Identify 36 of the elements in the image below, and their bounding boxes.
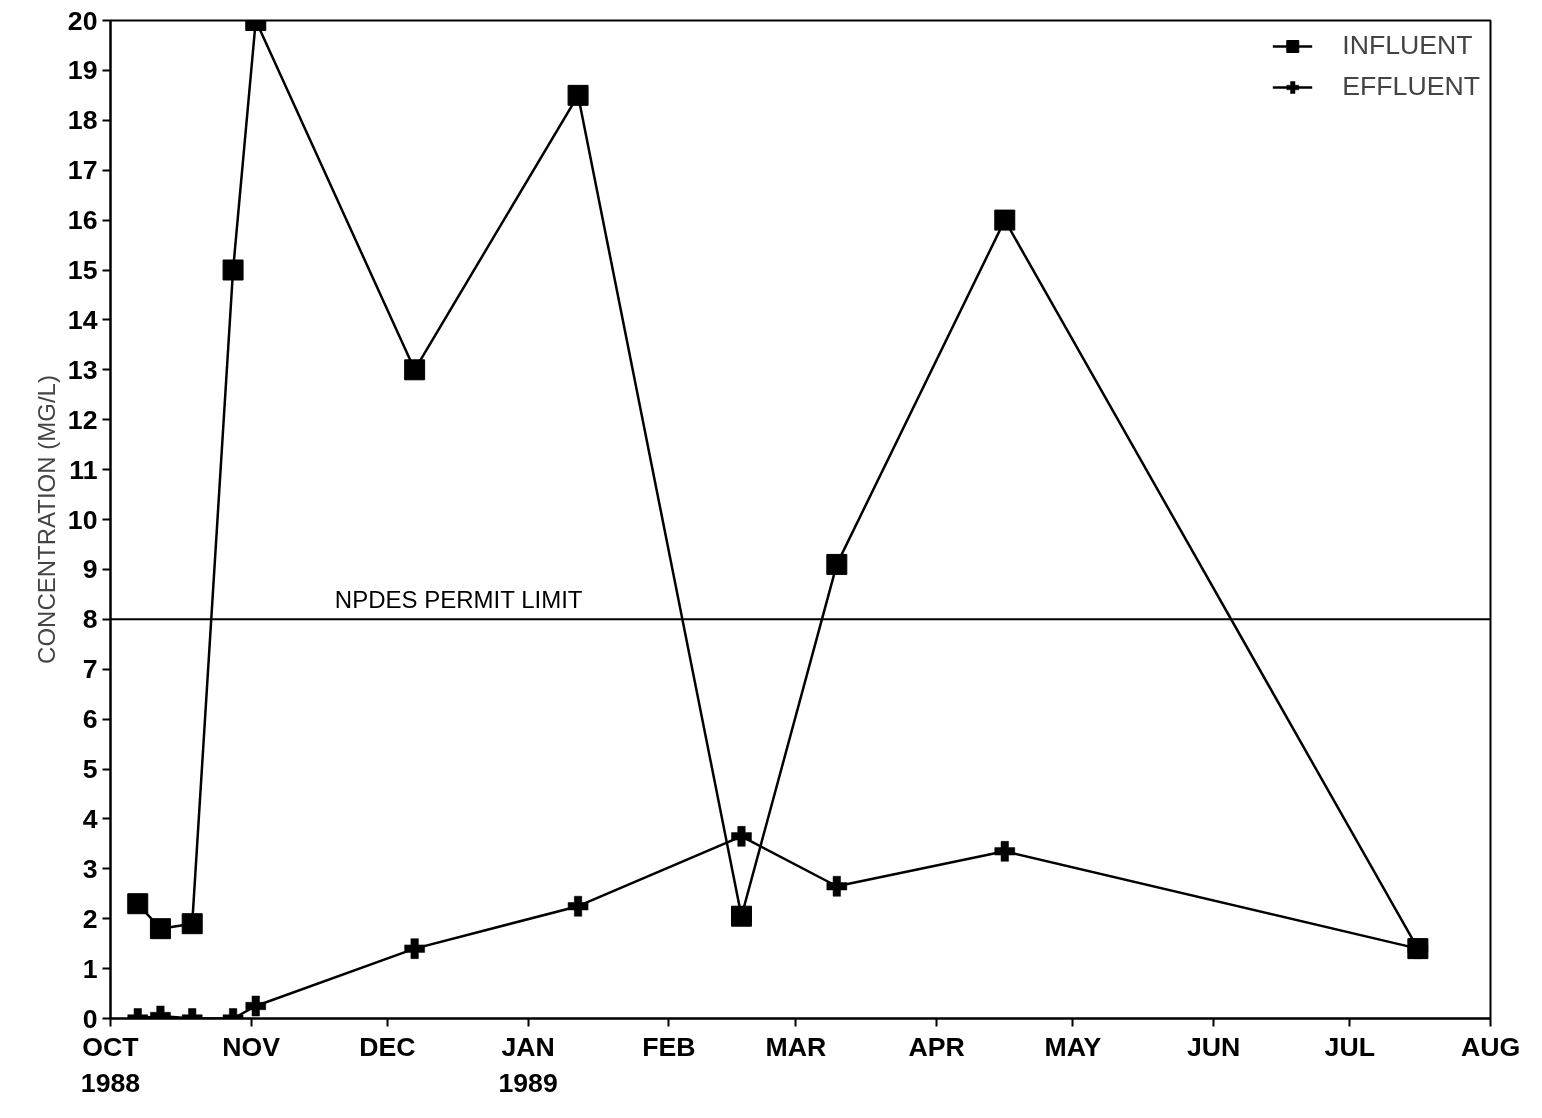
x-tick-label: JUL — [1324, 1031, 1375, 1062]
ref-line-label: NPDES PERMIT LIMIT — [334, 586, 583, 614]
y-tick-label: 13 — [67, 354, 98, 385]
y-tick-label: 19 — [67, 55, 98, 86]
y-axis-title: CONCENTRATION (MG/L) — [32, 375, 60, 664]
x-tick-label: OCT 1988 — [80, 1031, 141, 1098]
x-tick-label: DEC — [359, 1031, 416, 1062]
x-tick-label: MAR — [765, 1031, 827, 1062]
y-tick-label: 6 — [82, 704, 98, 735]
y-tick-label: 7 — [82, 654, 98, 685]
y-tick-label: 5 — [82, 754, 98, 784]
x-tick-label: APR — [908, 1031, 965, 1062]
x-tick-label: JAN 1989 — [498, 1031, 558, 1098]
y-tick-label: 15 — [67, 255, 98, 285]
y-tick-label: 3 — [82, 853, 98, 884]
x-tick-label: MAY — [1044, 1031, 1102, 1062]
x-tick-label: NOV — [222, 1031, 281, 1062]
x-tick-label: JUN — [1186, 1031, 1241, 1062]
legend-label: INFLUENT — [1342, 30, 1473, 61]
y-tick-label: 2 — [82, 903, 98, 934]
y-tick-label: 9 — [82, 554, 98, 585]
y-tick-label: 18 — [67, 105, 98, 136]
y-tick-label: 12 — [67, 404, 98, 435]
y-tick-label: 20 — [67, 5, 98, 36]
y-tick-label: 11 — [69, 454, 98, 485]
x-tick-label: FEB — [642, 1031, 696, 1062]
y-tick-label: 4 — [82, 803, 98, 834]
y-tick-label: 0 — [82, 1003, 98, 1034]
y-tick-label: 17 — [67, 155, 98, 186]
y-tick-label: 1 — [82, 953, 98, 984]
y-tick-label: 14 — [67, 304, 98, 335]
legend-label: EFFLUENT — [1342, 71, 1480, 102]
x-tick-label: AUG — [1460, 1031, 1521, 1062]
y-tick-label: 16 — [67, 205, 98, 236]
y-tick-label: 8 — [82, 604, 98, 635]
y-tick-label: 10 — [67, 504, 98, 535]
